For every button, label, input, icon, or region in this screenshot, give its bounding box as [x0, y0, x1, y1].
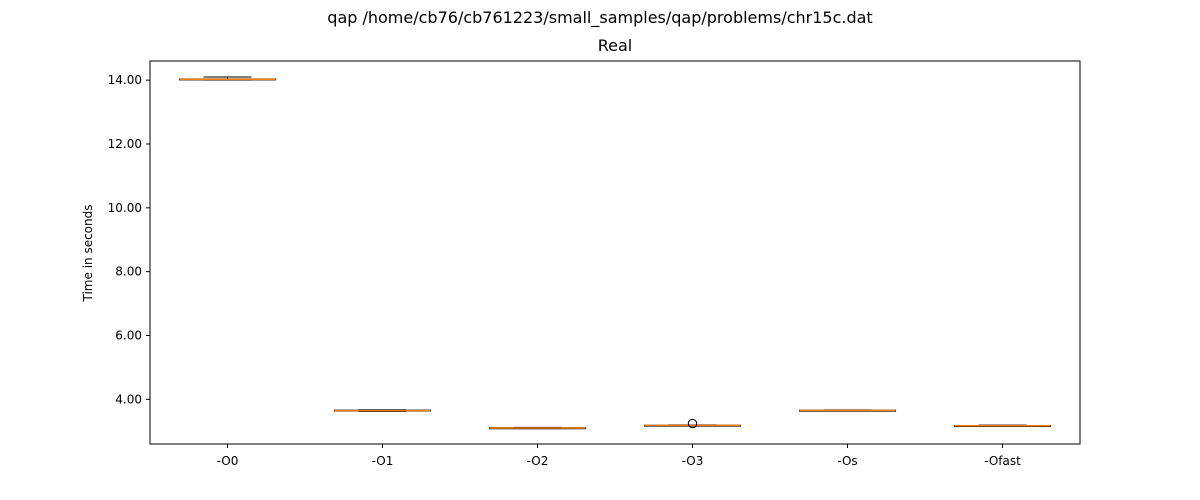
- y-axis: 4.00 6.00 8.00 10.00 12.00 14.00: [108, 73, 150, 406]
- box-o1: [333, 409, 432, 412]
- x-tick-label: -Os: [837, 454, 857, 468]
- x-tick-label: -Ofast: [984, 454, 1021, 468]
- plot-frame: [149, 60, 1081, 445]
- y-tick-label: 14.00: [108, 73, 142, 87]
- box-ofast: [953, 424, 1052, 427]
- y-tick-label: 8.00: [115, 265, 142, 279]
- y-axis-label: Time in seconds: [81, 205, 95, 303]
- y-tick-label: 4.00: [115, 392, 142, 406]
- x-tick-label: -O3: [682, 454, 704, 468]
- chart-title: Real: [598, 36, 633, 55]
- y-tick-label: 6.00: [115, 328, 142, 342]
- chart-suptitle: qap /home/cb76/cb761223/small_samples/qa…: [327, 8, 872, 28]
- box-o3: [643, 418, 742, 429]
- box-os: [798, 409, 897, 412]
- y-tick-label: 10.00: [108, 201, 142, 215]
- x-tick-label: -O1: [372, 454, 394, 468]
- box-o2: [488, 426, 587, 430]
- box-o0: [178, 76, 277, 81]
- outlier-point: [687, 418, 698, 429]
- x-tick-label: -O2: [527, 454, 549, 468]
- boxes: [178, 76, 1052, 430]
- x-tick-label: -O0: [217, 454, 239, 468]
- x-axis: -O0 -O1 -O2 -O3 -Os -Ofast: [217, 444, 1021, 468]
- y-tick-label: 12.00: [108, 137, 142, 151]
